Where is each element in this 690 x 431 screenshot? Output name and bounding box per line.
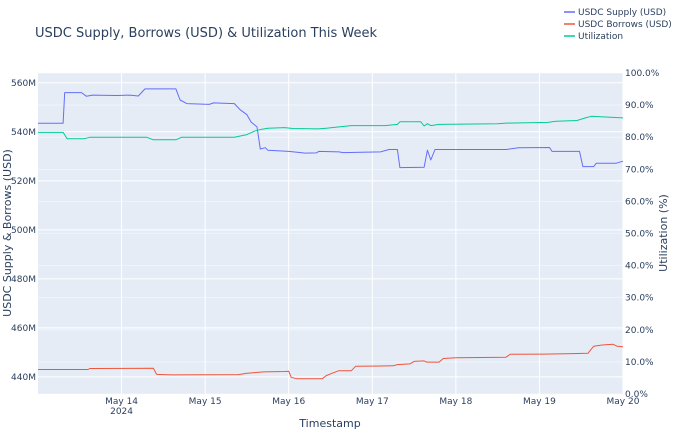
left-tick-label: 440M <box>11 373 36 383</box>
data-lines <box>38 88 624 380</box>
left-tick-label: 540M <box>11 128 36 138</box>
legend-item-utilization[interactable]: Utilization <box>564 32 623 42</box>
right-tick-label: 30.0% <box>625 294 654 304</box>
x-axis-title: Timestamp <box>298 417 360 430</box>
left-tick-label: 480M <box>11 275 36 285</box>
left-axis-title: USDC Supply & Borrows (USD) <box>1 149 14 317</box>
left-tick-label: 460M <box>11 324 36 334</box>
x-tick-label: May 20 <box>607 397 640 407</box>
right-axis-ticks: 0.0% 10.0% 20.0% 30.0% 40.0% 50.0% 60.0% 70.0% 8… <box>625 69 660 400</box>
right-tick-label: 50.0% <box>625 230 654 240</box>
series-line-borrows <box>38 343 624 380</box>
x-tick-sublabel: 2024 <box>110 407 133 417</box>
legend-label: Utilization <box>578 32 623 42</box>
right-tick-label: 40.0% <box>625 262 654 272</box>
left-tick-label: 500M <box>11 226 36 236</box>
legend[interactable]: USDC Supply (USD) USDC Borrows (USD) Utili… <box>564 8 672 42</box>
x-tick-label: May 18 <box>439 397 472 407</box>
legend-item-supply[interactable]: USDC Supply (USD) <box>564 8 666 18</box>
legend-label: USDC Borrows (USD) <box>578 20 672 30</box>
x-tick-label: May 15 <box>189 397 222 407</box>
right-tick-label: 0.0% <box>625 390 648 400</box>
x-tick-label: May 17 <box>356 397 389 407</box>
right-tick-label: 80.0% <box>625 133 654 143</box>
right-tick-label: 90.0% <box>625 101 654 111</box>
right-tick-label: 10.0% <box>625 358 654 368</box>
left-tick-label: 520M <box>11 177 36 187</box>
right-axis-title: Utilization (%) <box>657 194 670 272</box>
series-line-utilization <box>38 115 624 141</box>
legend-item-borrows[interactable]: USDC Borrows (USD) <box>564 20 672 30</box>
right-tick-label: 20.0% <box>625 326 654 336</box>
gridlines <box>38 72 624 395</box>
x-tick-label: May 14 <box>105 397 138 407</box>
right-tick-label: 60.0% <box>625 197 654 207</box>
legend-label: USDC Supply (USD) <box>578 8 666 18</box>
chart-title: USDC Supply, Borrows (USD) & Utilization… <box>35 26 377 41</box>
right-tick-label: 70.0% <box>625 165 654 175</box>
left-axis-ticks: 440M 460M 480M 500M 520M 540M 560M <box>11 79 36 383</box>
series-line-supply <box>38 88 624 169</box>
right-tick-label: 100.0% <box>625 69 660 79</box>
x-tick-label: May 19 <box>523 397 556 407</box>
x-tick-label: May 16 <box>272 397 305 407</box>
left-tick-label: 560M <box>11 79 36 89</box>
